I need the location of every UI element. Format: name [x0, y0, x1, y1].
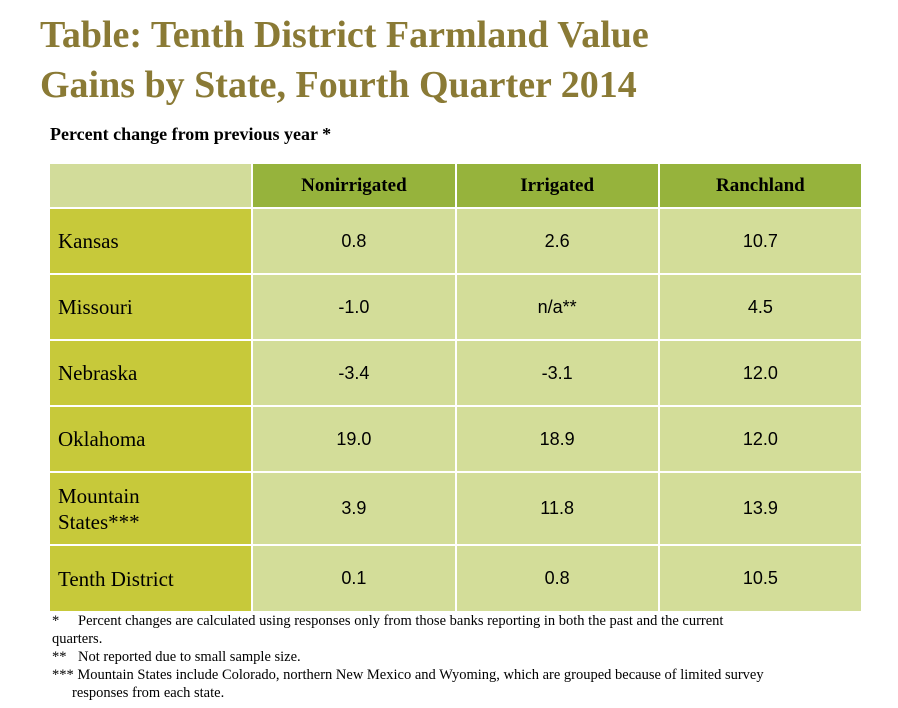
table-cell: -3.4 — [251, 339, 457, 407]
header-row: Nonirrigated Irrigated Ranchland — [47, 162, 864, 209]
row-label: Nebraska — [47, 339, 254, 407]
footnote-marker: * — [52, 613, 60, 629]
footnote-continuation: quarters. — [52, 631, 103, 647]
table-cell: 0.1 — [251, 544, 457, 613]
table-cell: 19.0 — [251, 405, 457, 473]
table-cell: 4.5 — [657, 273, 864, 341]
table-cell: 12.0 — [657, 339, 864, 407]
table-cell: 13.9 — [657, 471, 864, 546]
footnote-text: Mountain States include Colorado, northe… — [77, 667, 764, 683]
footnote-text: Percent changes are calculated using res… — [78, 613, 724, 629]
footnote: *** Mountain States include Colorado, no… — [52, 666, 872, 702]
column-header-nonirrigated: Nonirrigated — [251, 162, 457, 209]
footnote-text: Not reported due to small sample size. — [78, 649, 301, 665]
table-cell: 10.5 — [657, 544, 864, 613]
table-cell: 3.9 — [251, 471, 457, 546]
table-cell: -1.0 — [251, 273, 457, 341]
table-row: Oklahoma 19.0 18.9 12.0 — [47, 405, 864, 473]
table-row: Mountain States*** 3.9 11.8 13.9 — [47, 471, 864, 546]
table-cell: 0.8 — [454, 544, 660, 613]
footnote-marker: *** — [52, 667, 74, 683]
row-label-line-1: Mountain — [58, 483, 140, 508]
title-line-1: Table: Tenth District Farmland Value — [40, 14, 649, 56]
footnote: ** Not reported due to small sample size. — [52, 648, 872, 666]
table-row: Kansas 0.8 2.6 10.7 — [47, 207, 864, 275]
row-label: Tenth District — [47, 544, 254, 613]
column-header-irrigated: Irrigated — [454, 162, 660, 209]
table-cell: 10.7 — [657, 207, 864, 275]
table-row: Nebraska -3.4 -3.1 12.0 — [47, 339, 864, 407]
row-label: Kansas — [47, 207, 254, 275]
table-cell: 11.8 — [454, 471, 660, 546]
page-title: Table: Tenth District Farmland Value Gai… — [40, 10, 880, 110]
table-cell: 12.0 — [657, 405, 864, 473]
table-row: Tenth District 0.1 0.8 10.5 — [47, 544, 864, 613]
row-label-line-2: States*** — [58, 509, 140, 534]
row-label: Missouri — [47, 273, 254, 341]
table-cell: 2.6 — [454, 207, 660, 275]
footnotes: * Percent changes are calculated using re… — [52, 612, 872, 702]
footnote-continuation: responses from each state. — [72, 685, 225, 701]
table-row: Missouri -1.0 n/a** 4.5 — [47, 273, 864, 341]
table-subtitle: Percent change from previous year * — [50, 124, 332, 144]
title-line-2: Gains by State, Fourth Quarter 2014 — [40, 64, 637, 106]
footnote-marker: ** — [52, 649, 67, 665]
corner-cell — [47, 162, 254, 209]
column-header-ranchland: Ranchland — [657, 162, 864, 209]
row-label: Mountain States*** — [47, 471, 254, 546]
footnote: * Percent changes are calculated using re… — [52, 612, 872, 648]
table-cell: 18.9 — [454, 405, 660, 473]
table-cell: -3.1 — [454, 339, 660, 407]
row-label: Oklahoma — [47, 405, 254, 473]
table-cell: n/a** — [454, 273, 660, 341]
farmland-value-table: Nonirrigated Irrigated Ranchland Kansas … — [47, 162, 864, 613]
table-cell: 0.8 — [251, 207, 457, 275]
